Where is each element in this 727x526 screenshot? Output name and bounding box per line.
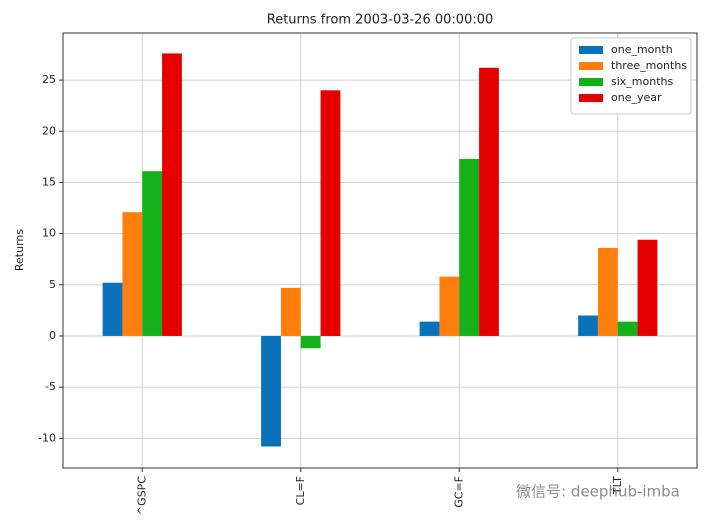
legend-swatch [579, 78, 603, 86]
legend-swatch [579, 62, 603, 70]
legend-label: one_month [611, 43, 673, 56]
bar [578, 315, 598, 336]
bar [300, 335, 321, 349]
plot-area: -10 -5 0 5 10 15 20 25 ^GSPC CL=F GC=F TLT one_month… [38, 32, 698, 515]
bar [617, 321, 638, 336]
y-tick-label: 25 [42, 73, 56, 86]
legend: one_month three_months six_months one_year [570, 37, 692, 115]
bar [280, 287, 301, 336]
bar [439, 276, 460, 336]
y-tick-label: -10 [38, 431, 56, 444]
bar [142, 171, 163, 336]
bar [261, 335, 281, 447]
bar [102, 282, 123, 336]
x-tick-label: TLT [611, 476, 624, 495]
legend-swatch [579, 46, 603, 54]
y-tick-label: -5 [45, 380, 56, 393]
bar [637, 239, 658, 336]
x-tick-label: GC=F [452, 476, 465, 508]
bar [320, 90, 341, 336]
bar [597, 247, 618, 336]
y-axis-label: Returns [13, 229, 26, 272]
watermark: 微信号: deephub-imba [516, 483, 680, 501]
legend-swatch [579, 94, 603, 102]
y-tick-label: 10 [42, 227, 56, 240]
bar [479, 67, 499, 336]
y-tick-label: 0 [49, 329, 56, 342]
legend-label: three_months [611, 59, 687, 72]
plot-frame [62, 32, 698, 469]
bar [162, 53, 182, 336]
chart-title: Returns from 2003-03-26 00:00:00 [267, 13, 494, 28]
y-tick-label: 15 [42, 175, 56, 188]
y-tick-label: 5 [49, 278, 56, 291]
y-tick-label: 20 [42, 124, 56, 137]
bar [459, 158, 480, 336]
x-tick-label: ^GSPC [135, 476, 148, 515]
x-tick-label: CL=F [294, 476, 307, 505]
legend-label: one_year [611, 91, 662, 104]
legend-label: six_months [611, 75, 673, 88]
bar [419, 321, 440, 336]
bar [122, 212, 143, 336]
